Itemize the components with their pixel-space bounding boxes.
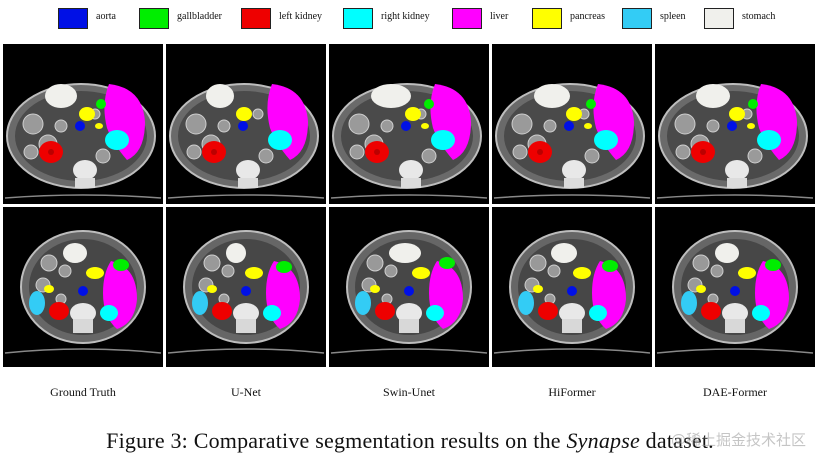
legend-label-left-kidney: left kidney	[279, 11, 323, 22]
column-label-dae-former: DAE-Former	[703, 385, 767, 399]
ct-slice-image	[330, 83, 488, 199]
ct-slice-image	[493, 83, 651, 199]
ct-slice-image	[493, 230, 651, 354]
watermark-text: @稀土掘金技术社区	[670, 431, 806, 449]
ct-slice-image	[330, 230, 488, 354]
column-label-unet: U-Net	[231, 385, 261, 399]
legend-swatch-pancreas	[532, 8, 562, 29]
legend-swatch-spleen	[622, 8, 652, 29]
ct-slice-row2-dae-former	[655, 207, 815, 367]
legend-swatch-right-kidney	[343, 8, 373, 29]
legend: aorta gallbladder left kidney right kidn…	[58, 6, 798, 32]
ct-slice-row1-hiformer	[492, 44, 652, 204]
ct-slice-image	[167, 230, 325, 354]
ct-slice-image	[4, 83, 162, 199]
column-label-swin-unet: Swin-Unet	[383, 385, 435, 399]
legend-swatch-left-kidney	[241, 8, 271, 29]
figure-caption: Figure 3: Comparative segmentation resul…	[0, 428, 820, 454]
legend-label-stomach: stomach	[742, 11, 776, 22]
legend-label-liver: liver	[490, 11, 509, 22]
legend-swatch-stomach	[704, 8, 734, 29]
legend-label-gallbladder: gallbladder	[177, 11, 222, 22]
legend-swatch-aorta	[58, 8, 88, 29]
segmentation-grid	[3, 44, 819, 372]
ct-slice-image	[656, 230, 814, 354]
ct-slice-image	[167, 83, 325, 199]
ct-slice-row1-swin-unet	[329, 44, 489, 204]
column-label-hiformer: HiFormer	[548, 385, 596, 399]
caption-prefix: Figure 3: Comparative segmentation resul…	[106, 428, 567, 453]
ct-slice-row1-dae-former	[655, 44, 815, 204]
ct-slice-image	[656, 83, 814, 199]
ct-slice-image	[4, 230, 162, 354]
legend-swatch-liver	[452, 8, 482, 29]
legend-swatch-gallbladder	[139, 8, 169, 29]
caption-emphasis: Synapse	[566, 428, 640, 453]
ct-slice-row1-u-net	[166, 44, 326, 204]
ct-slice-row2-ground-truth	[3, 207, 163, 367]
legend-label-pancreas: pancreas	[570, 11, 605, 22]
ct-slice-row1-ground-truth	[3, 44, 163, 204]
ct-slice-row2-swin-unet	[329, 207, 489, 367]
legend-label-aorta: aorta	[96, 11, 116, 22]
ct-slice-row2-u-net	[166, 207, 326, 367]
caption-suffix: dataset.	[639, 428, 714, 453]
legend-label-right-kidney: right kidney	[381, 11, 430, 22]
column-label-ground-truth: Ground Truth	[50, 385, 116, 399]
legend-label-spleen: spleen	[660, 11, 686, 22]
ct-slice-row2-hiformer	[492, 207, 652, 367]
